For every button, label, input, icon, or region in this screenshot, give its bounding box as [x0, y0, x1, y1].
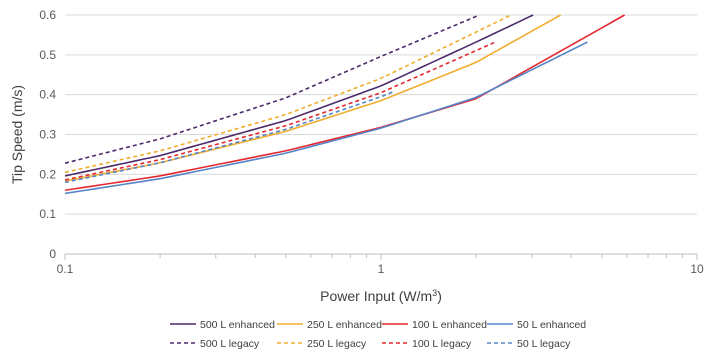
series-line-50-l-legacy	[65, 90, 395, 184]
y-tick-label: 0	[49, 247, 56, 261]
y-tick-label: 0.2	[39, 167, 56, 181]
x-axis-title-main: Power Input (W/m	[320, 288, 432, 304]
x-tick-label: 1	[378, 262, 385, 276]
y-tick-label: 0.5	[39, 48, 56, 62]
x-tick-label: 10	[690, 262, 704, 276]
legend-label: 250 L legacy	[307, 338, 367, 350]
y-tick-label: 0.6	[39, 8, 56, 22]
y-axis-title: Tip Speed (m/s)	[9, 85, 25, 184]
legend-label: 250 L enhanced	[307, 319, 382, 331]
legend-label: 100 L legacy	[412, 338, 472, 350]
legend-label: 50 L enhanced	[517, 319, 586, 331]
series-line-500-l-enhanced	[65, 14, 534, 177]
legend-label: 500 L legacy	[200, 338, 260, 350]
x-tick-label: 0.1	[57, 262, 74, 276]
y-tick-label: 0.1	[39, 207, 56, 221]
series-line-100-l-legacy	[65, 41, 496, 181]
y-tick-label: 0.4	[39, 88, 56, 102]
legend-label: 500 L enhanced	[200, 319, 275, 331]
x-minor-ticks	[64, 254, 698, 260]
series-lines	[65, 14, 625, 195]
series-line-250-l-legacy	[65, 14, 512, 174]
legend: 500 L enhanced 250 L enhanced 100 L enhanc…	[170, 319, 586, 350]
gridlines	[65, 14, 697, 215]
series-line-250-l-enhanced	[65, 14, 561, 182]
y-tick-label: 0.3	[39, 128, 56, 142]
legend-label: 50 L legacy	[517, 338, 571, 350]
series-line-500-l-legacy	[65, 14, 480, 164]
x-tick-labels: 0.1 1 10	[57, 262, 704, 276]
y-tick-labels: 0 0.1 0.2 0.3 0.4 0.5 0.6	[39, 8, 56, 261]
series-line-50-l-enhanced	[65, 41, 588, 195]
legend-label: 100 L enhanced	[412, 319, 487, 331]
x-axis-title: Power Input (W/m3)	[320, 288, 442, 304]
x-axis-title-close: )	[437, 288, 442, 304]
x-axis-title-superscript: 3	[432, 288, 437, 298]
series-line-100-l-enhanced	[65, 14, 625, 192]
